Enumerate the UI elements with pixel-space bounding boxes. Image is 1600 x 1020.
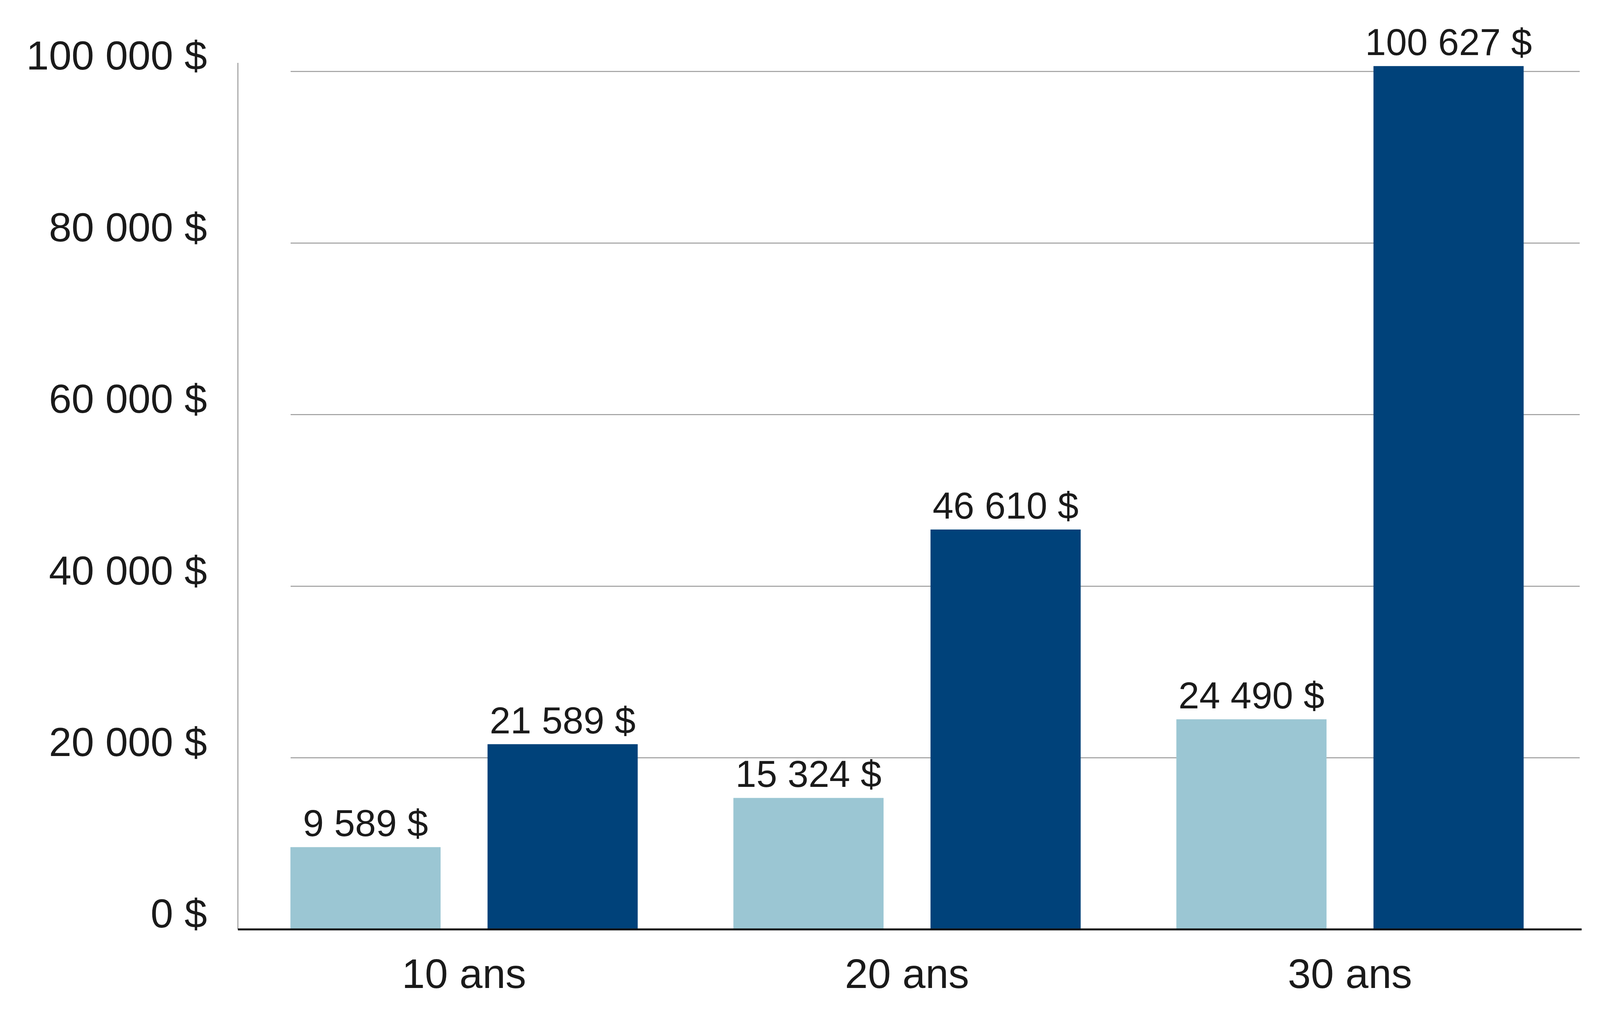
x-axis-line [237, 928, 1582, 931]
x-tick-label: 30 ans [1287, 950, 1413, 997]
bar [1176, 719, 1327, 930]
y-axis-line [237, 62, 239, 930]
data-label: 9 589 $ [303, 802, 429, 845]
y-tick-label: 0 $ [150, 891, 208, 937]
data-label: 46 610 $ [932, 484, 1079, 527]
y-tick-label: 100 000 $ [26, 32, 208, 79]
bar [1373, 66, 1524, 930]
bar [487, 744, 638, 930]
x-tick-label: 20 ans [844, 950, 970, 997]
y-tick-label: 40 000 $ [48, 548, 208, 594]
y-tick-labels: 0 $ 20 000 $ 40 000 $ 60 000 $ 80 000 $ 100 0… [26, 32, 208, 937]
bars [290, 66, 1524, 930]
x-tick-label: 10 ans [401, 950, 527, 997]
bar [290, 847, 441, 930]
data-label: 21 589 $ [489, 699, 636, 742]
data-label: 15 324 $ [735, 753, 882, 795]
bar [733, 798, 884, 930]
y-tick-label: 20 000 $ [48, 719, 208, 765]
data-labels: 9 589 $ 15 324 $ 24 490 $ 21 589 $ 46 610 $ 1… [303, 21, 1533, 845]
y-tick-label: 80 000 $ [48, 204, 208, 250]
y-tick-label: 60 000 $ [48, 376, 208, 422]
data-label: 100 627 $ [1365, 21, 1533, 63]
bar [930, 529, 1081, 930]
x-tick-labels: 10 ans 20 ans 30 ans [401, 950, 1413, 997]
chart-svg: 0 $ 20 000 $ 40 000 $ 60 000 $ 80 000 $ 100 0… [0, 0, 1600, 1020]
chart-container: 0 $ 20 000 $ 40 000 $ 60 000 $ 80 000 $ 100 0… [0, 0, 1600, 1020]
data-label: 24 490 $ [1178, 674, 1325, 717]
